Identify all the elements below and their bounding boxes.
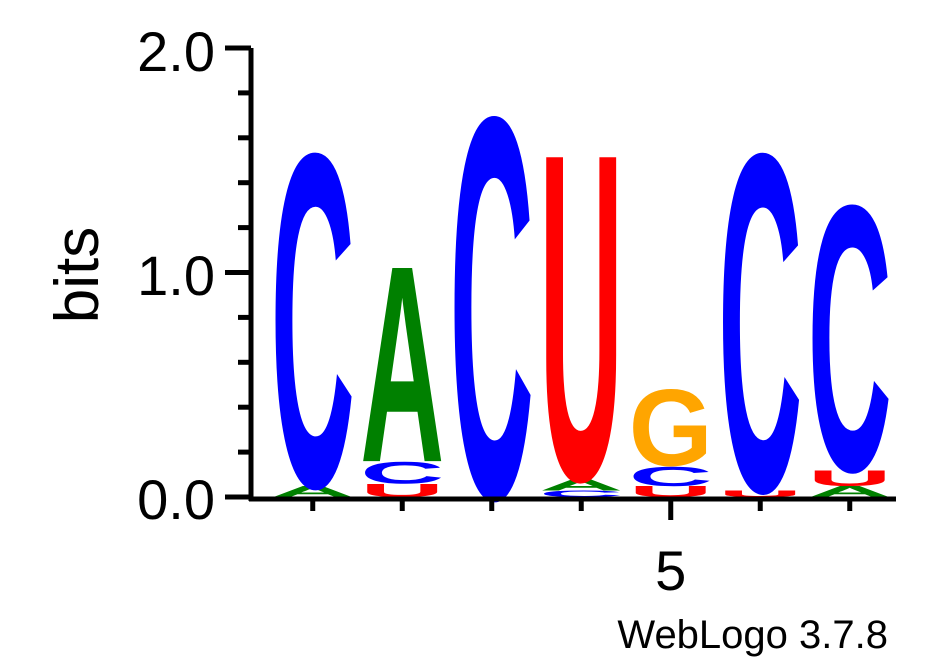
logo-letter-C-pos2: C — [360, 456, 444, 491]
logo-letter-U-pos7: U — [808, 466, 892, 491]
weblogo-version-label: WebLogo 3.7.8 — [617, 613, 888, 657]
logo-letter-U-pos4: U — [539, 56, 623, 579]
x-tick-label-5: 5 — [655, 539, 686, 602]
logo-letter-G-pos5: G — [629, 368, 713, 490]
y-axis-label: bits — [43, 227, 112, 323]
logo-letter-C-pos5: C — [629, 460, 713, 492]
logo-letter-A-pos7: A — [808, 483, 892, 500]
logo-letter-C-pos6: C — [718, 54, 802, 593]
axes — [225, 45, 896, 520]
y-tick-label-2: 2.0 — [137, 20, 215, 83]
logo-letter-U-pos5: U — [629, 483, 713, 500]
logo-letter-U-pos6: U — [718, 489, 802, 499]
y-tick-marks — [225, 45, 251, 500]
x-tick-marks — [310, 499, 853, 520]
logo-letter-A-pos1: A — [271, 483, 355, 500]
logo-letter-U-pos2: U — [360, 480, 444, 501]
y-tick-label-0: 0.0 — [137, 468, 215, 531]
logo-letter-C-pos3: C — [450, 3, 534, 613]
logo-letter-A-pos4: A — [539, 476, 623, 493]
y-tick-label-1: 1.0 — [137, 244, 215, 307]
logo-letter-C-pos7: C — [808, 125, 892, 551]
logo-letter-C-pos4: C — [539, 489, 623, 499]
logo-letter-A-pos2: A — [360, 208, 444, 522]
